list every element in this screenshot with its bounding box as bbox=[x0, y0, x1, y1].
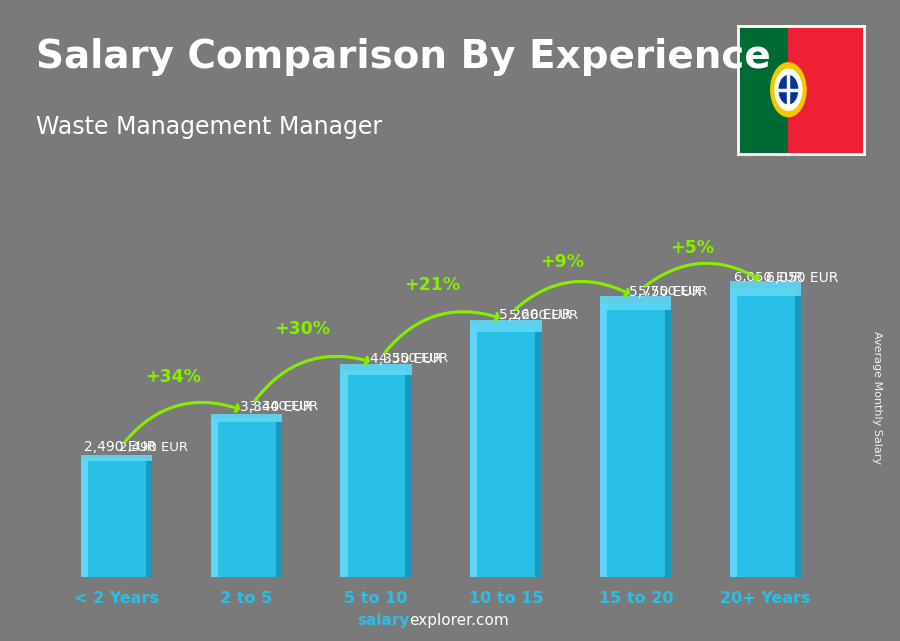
Text: 4,350 EUR: 4,350 EUR bbox=[379, 352, 448, 365]
Text: +9%: +9% bbox=[540, 253, 584, 271]
Bar bbox=[81, 458, 152, 577]
Text: Salary Comparison By Experience: Salary Comparison By Experience bbox=[36, 38, 770, 76]
Bar bbox=[730, 281, 801, 296]
Text: 6,050 EUR: 6,050 EUR bbox=[766, 271, 838, 285]
Bar bbox=[470, 326, 542, 577]
Text: +30%: +30% bbox=[274, 320, 330, 338]
Text: 5,260 EUR: 5,260 EUR bbox=[508, 309, 578, 322]
Circle shape bbox=[779, 76, 797, 104]
Text: +34%: +34% bbox=[145, 368, 201, 386]
Text: Waste Management Manager: Waste Management Manager bbox=[36, 115, 382, 139]
Bar bbox=[795, 288, 801, 577]
Text: +5%: +5% bbox=[670, 238, 714, 256]
Bar bbox=[340, 370, 412, 577]
Text: 2,490 EUR: 2,490 EUR bbox=[84, 440, 157, 454]
Circle shape bbox=[775, 69, 802, 110]
Text: Average Monthly Salary: Average Monthly Salary bbox=[872, 331, 883, 464]
Circle shape bbox=[770, 63, 806, 117]
Bar bbox=[730, 288, 737, 577]
Bar bbox=[211, 418, 218, 577]
Bar bbox=[81, 455, 152, 461]
Bar bbox=[665, 303, 671, 577]
Text: 3,340 EUR: 3,340 EUR bbox=[239, 400, 312, 414]
Text: 6,050 EUR: 6,050 EUR bbox=[734, 271, 803, 284]
Bar bbox=[470, 326, 477, 577]
Bar bbox=[211, 418, 282, 577]
Text: 5,750 EUR: 5,750 EUR bbox=[629, 285, 701, 299]
Bar bbox=[470, 320, 542, 333]
Bar bbox=[738, 26, 788, 154]
Bar bbox=[405, 370, 412, 577]
Bar bbox=[146, 458, 152, 577]
Text: 5,750 EUR: 5,750 EUR bbox=[638, 285, 707, 298]
Text: 4,350 EUR: 4,350 EUR bbox=[370, 352, 442, 366]
Text: 3,340 EUR: 3,340 EUR bbox=[248, 400, 318, 413]
Text: 5,260 EUR: 5,260 EUR bbox=[500, 308, 572, 322]
Bar bbox=[600, 296, 671, 310]
Text: salary: salary bbox=[357, 613, 410, 628]
Text: 2,490 EUR: 2,490 EUR bbox=[119, 441, 188, 454]
Bar bbox=[600, 303, 608, 577]
Bar bbox=[536, 326, 542, 577]
Bar bbox=[600, 303, 671, 577]
Text: +21%: +21% bbox=[404, 276, 461, 294]
Text: explorer.com: explorer.com bbox=[410, 613, 509, 628]
Bar bbox=[340, 364, 412, 375]
Bar bbox=[81, 458, 88, 577]
Bar bbox=[275, 418, 282, 577]
Bar bbox=[211, 413, 282, 422]
Bar bbox=[730, 288, 801, 577]
Bar bbox=[340, 370, 347, 577]
